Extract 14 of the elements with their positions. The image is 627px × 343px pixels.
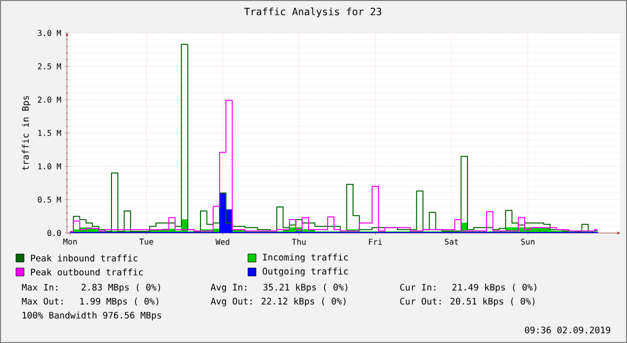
text: Cur Out: 20.51 kBps ( 0%)	[400, 298, 534, 306]
legend-label: Peak inbound traffic	[31, 254, 138, 262]
text: 100% Bandwidth 976.56 MBps	[22, 312, 162, 320]
text: Avg In: 35.21 kBps ( 0%)	[210, 284, 348, 292]
text: Max In: 2.83 MBps ( 0%)	[22, 284, 160, 292]
legend-label: Incoming traffic	[263, 254, 348, 262]
y-axis-title: traffic in Bps	[22, 96, 31, 170]
legend-label: Peak outbound traffic	[31, 268, 143, 276]
text: Max Out: 1.99 MBps ( 0%)	[22, 298, 158, 306]
chart-title: Traffic Analysis for 23	[244, 8, 382, 18]
text: 09:36 02.09.2019	[525, 326, 610, 334]
text: Cur In: 21.49 kBps ( 0%)	[400, 284, 536, 292]
legend-label: Outgoing traffic	[262, 268, 348, 276]
text: Avg Out: 22.12 kBps ( 0%)	[210, 298, 346, 306]
